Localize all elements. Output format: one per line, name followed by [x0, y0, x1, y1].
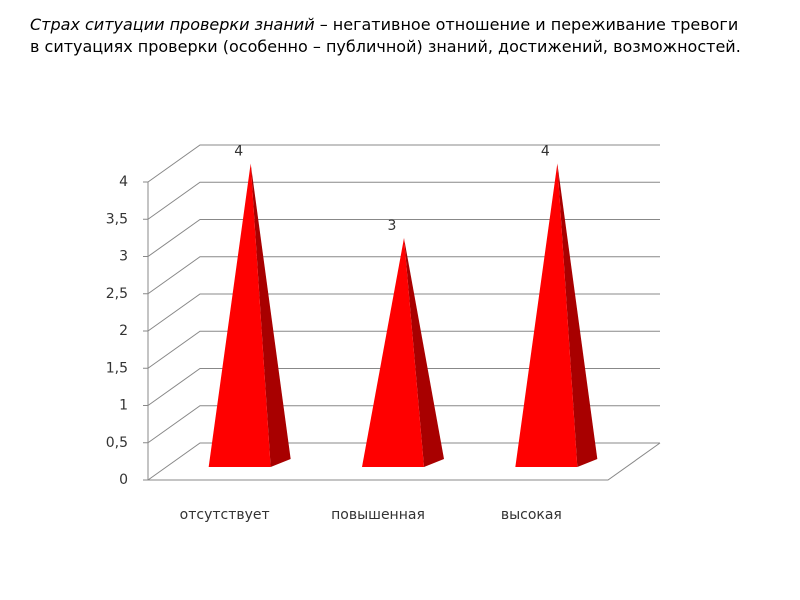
pyramid-front [515, 163, 578, 467]
y-tick-label: 3,5 [106, 211, 128, 227]
description: – негативное отношение и переживание тре… [30, 15, 741, 56]
pyramid-front [362, 238, 424, 467]
y-tick-label: 0,5 [106, 435, 128, 451]
y-tick-label: 1,5 [106, 360, 128, 376]
y-tick-label: 2,5 [106, 286, 128, 302]
x-tick-label: повышенная [331, 507, 425, 523]
y-tick-label: 3 [119, 249, 128, 265]
grid-line [147, 181, 660, 220]
y-tick-label: 1 [119, 398, 128, 414]
x-tick-label: отсутствует [180, 507, 270, 523]
y-tick-label: 0 [119, 472, 128, 488]
heading: Страх ситуации проверки знаний – негатив… [30, 14, 750, 58]
pyramid-front [208, 163, 271, 467]
y-tick-label: 2 [119, 323, 128, 339]
grid-line [147, 405, 660, 444]
y-tick-label: 4 [119, 174, 128, 190]
grid-line [147, 293, 660, 332]
grid-line [147, 256, 660, 295]
grid-line [147, 330, 660, 369]
data-label: 4 [541, 144, 550, 160]
floor-edge [148, 442, 661, 481]
grid-line [147, 442, 660, 481]
grid-line [147, 219, 660, 257]
x-tick-label: высокая [501, 507, 562, 523]
title: Страх ситуации проверки знаний [30, 15, 315, 34]
data-label: 4 [234, 144, 243, 160]
grid-line [147, 368, 660, 406]
pyramid-side [404, 238, 444, 467]
pyramid-side [250, 163, 291, 467]
grid-line [147, 144, 660, 183]
data-label: 3 [388, 218, 397, 234]
pyramid-side [557, 163, 598, 467]
